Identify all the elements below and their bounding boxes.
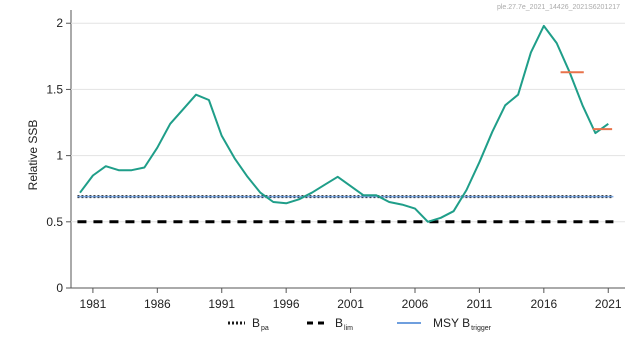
x-tick-label: 1991 bbox=[208, 297, 235, 311]
x-tick-label: 1996 bbox=[273, 297, 300, 311]
legend-label: B bbox=[252, 316, 260, 330]
x-tick-label: 2021 bbox=[595, 297, 622, 311]
reference-lines bbox=[77, 195, 614, 224]
x-tick-label: 2001 bbox=[337, 297, 364, 311]
y-tick-label: 0.5 bbox=[46, 215, 63, 229]
legend-label-subscript: trigger bbox=[471, 325, 492, 332]
series-line-ssb bbox=[79, 24, 609, 223]
legend-label: MSY B bbox=[433, 316, 470, 330]
y-axis-title: Relative SSB bbox=[26, 120, 40, 191]
gridlines bbox=[71, 22, 625, 223]
x-axis: 1981 1986 1991 1996 2001 2006 2011 2016 2021 bbox=[80, 288, 622, 311]
plot-area bbox=[70, 10, 625, 289]
x-tick-label: 2016 bbox=[530, 297, 557, 311]
x-tick-label: 1981 bbox=[80, 297, 107, 311]
legend-label-subscript: lim bbox=[344, 325, 353, 332]
series-layer bbox=[79, 24, 609, 223]
x-tick-label: 2006 bbox=[402, 297, 429, 311]
legend-label: B bbox=[335, 316, 343, 330]
y-axis: 0 0.5 1 1.5 2 bbox=[46, 16, 71, 295]
y-tick-label: 1.5 bbox=[46, 82, 63, 96]
y-tick-label: 2 bbox=[56, 16, 63, 30]
x-tick-label: 1986 bbox=[144, 297, 171, 311]
y-tick-label: 1 bbox=[56, 149, 63, 163]
legend-label-subscript: pa bbox=[261, 325, 269, 332]
header-id-text: ple.27.7e_2021_14426_2021S6201217 bbox=[497, 4, 620, 11]
markers-layer bbox=[560, 71, 613, 131]
y-tick-label: 0 bbox=[56, 281, 63, 295]
x-tick-label: 2011 bbox=[467, 297, 493, 311]
